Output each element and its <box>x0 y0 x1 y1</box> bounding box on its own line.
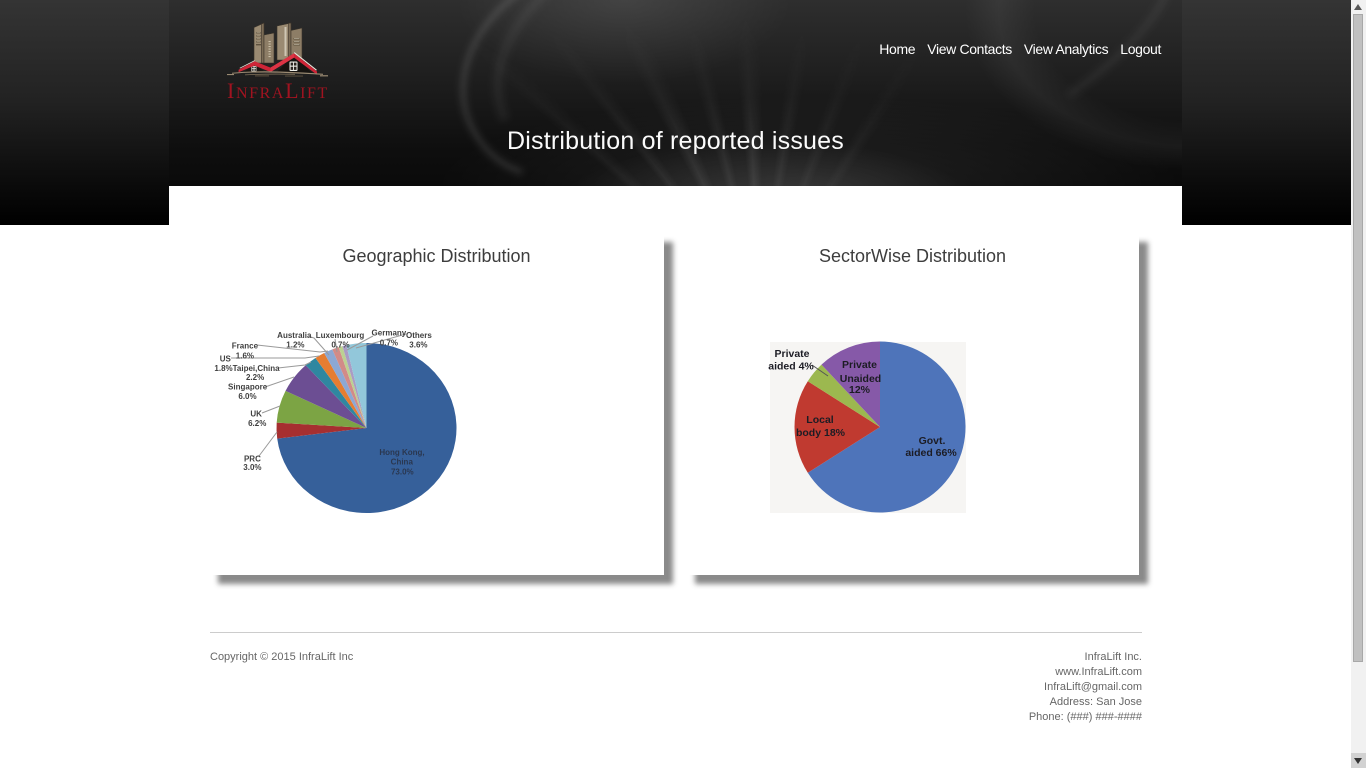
svg-text:6.0%: 6.0% <box>238 392 256 401</box>
svg-text:aided 66%: aided 66% <box>905 447 957 459</box>
svg-text:3.6%: 3.6% <box>409 341 427 350</box>
svg-text:Hong Kong,: Hong Kong, <box>379 448 424 457</box>
svg-text:Private: Private <box>774 348 809 360</box>
svg-text:UK: UK <box>250 409 262 418</box>
svg-text:Govt.: Govt. <box>919 435 946 447</box>
svg-text:1.2%: 1.2% <box>286 341 304 350</box>
svg-text:US: US <box>220 355 232 364</box>
svg-text:body 18%: body 18% <box>796 427 846 439</box>
svg-text:INFRALIFT: INFRALIFT <box>227 78 329 103</box>
svg-text:Singapore: Singapore <box>228 383 268 392</box>
svg-text:12%: 12% <box>849 384 871 396</box>
svg-text:73.0%: 73.0% <box>391 467 414 476</box>
svg-text:Private: Private <box>842 359 877 371</box>
svg-text:1.6%: 1.6% <box>236 351 254 360</box>
svg-text:PRC: PRC <box>244 454 261 463</box>
svg-text:Germany: Germany <box>372 329 407 338</box>
svg-text:Luxembourg: Luxembourg <box>316 331 365 340</box>
svg-text:1.8%Taipei,China: 1.8%Taipei,China <box>214 364 280 373</box>
svg-text:0.7%: 0.7% <box>331 341 349 350</box>
svg-text:2.2%: 2.2% <box>246 373 264 382</box>
svg-text:3.0%: 3.0% <box>243 463 261 472</box>
svg-text:China: China <box>391 458 414 467</box>
svg-text:aided 4%: aided 4% <box>768 361 814 373</box>
svg-text:Australia: Australia <box>277 331 312 340</box>
svg-text:Others: Others <box>406 331 432 340</box>
svg-text:Local: Local <box>806 414 834 426</box>
svg-text:0.7%: 0.7% <box>380 338 398 347</box>
svg-text:Unaided: Unaided <box>840 373 881 385</box>
svg-text:France: France <box>232 342 259 351</box>
svg-text:6.2%: 6.2% <box>248 419 266 428</box>
